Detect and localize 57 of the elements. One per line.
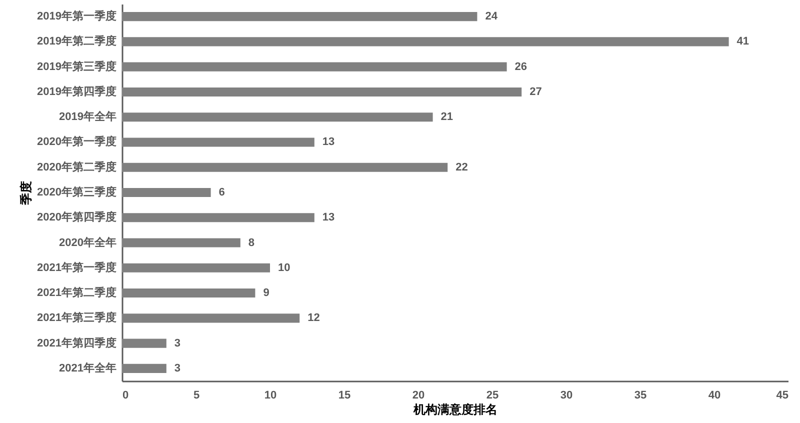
y-tick-label: 2021年全年 [59, 361, 116, 374]
x-tick-label: 15 [338, 390, 351, 402]
bar [122, 314, 300, 323]
x-tick-label: 10 [264, 390, 277, 402]
x-tick-label: 5 [193, 390, 200, 402]
y-tick-label: 2019年第三季度 [37, 60, 116, 73]
y-tick-label: 2019年全年 [59, 110, 116, 124]
y-tick-label: 2020年全年 [59, 236, 116, 249]
y-tick-label: 2021年第四季度 [37, 336, 116, 350]
x-tick-label: 25 [486, 390, 499, 402]
x-tick-label: 20 [412, 390, 425, 402]
bar [122, 162, 448, 172]
bar [122, 112, 433, 122]
bar [122, 12, 478, 22]
bar [122, 288, 256, 298]
data-label: 8 [248, 236, 255, 249]
y-axis-title: 季度 [19, 181, 34, 206]
data-label: 13 [322, 212, 335, 224]
y-tick-label: 2019年第二季度 [37, 34, 116, 48]
data-label: 12 [308, 312, 320, 324]
x-tick-label: 30 [560, 390, 573, 402]
data-label: 41 [736, 36, 750, 48]
x-tick-label: 0 [122, 390, 129, 402]
bar [122, 87, 522, 96]
y-tick-label: 2020年第四季度 [37, 210, 116, 224]
bar [122, 238, 240, 248]
y-tick-label: 2019年第四季度 [37, 84, 116, 98]
x-tick-label: 45 [776, 390, 788, 402]
y-tick-label: 2021年第一季度 [37, 260, 116, 274]
bar [122, 138, 314, 147]
bar [122, 62, 507, 72]
bar [122, 338, 166, 348]
x-tick-label: 40 [708, 390, 721, 402]
bar [122, 37, 729, 46]
bar [122, 213, 314, 222]
data-label: 10 [278, 262, 290, 274]
x-tick-label: 35 [634, 390, 647, 402]
data-label: 6 [218, 186, 225, 198]
data-label: 26 [514, 60, 528, 73]
bar [122, 364, 166, 373]
bar [122, 263, 270, 272]
y-tick-label: 2020年第三季度 [37, 186, 116, 198]
data-label: 24 [485, 10, 498, 23]
data-label: 21 [440, 111, 454, 124]
data-label: 9 [263, 287, 270, 300]
y-tick-label: 2021年第三季度 [37, 311, 116, 324]
data-label: 13 [322, 136, 335, 148]
x-axis-title: 机构满意度排名 [412, 402, 498, 416]
data-label: 3 [174, 337, 181, 350]
y-tick-label: 2021年第二季度 [37, 286, 116, 300]
y-tick-label: 2019年第一季度 [37, 10, 116, 23]
data-label: 22 [456, 161, 468, 174]
data-label: 3 [174, 362, 181, 374]
y-tick-label: 2020年第二季度 [37, 160, 116, 174]
bar [122, 188, 211, 198]
data-label: 27 [530, 86, 542, 98]
y-tick-label: 2020年第一季度 [37, 135, 116, 148]
